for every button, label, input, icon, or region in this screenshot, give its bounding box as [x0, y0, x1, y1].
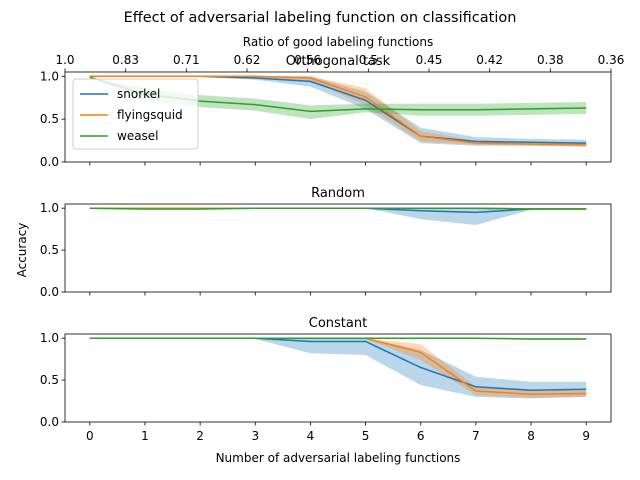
subplot-title: Random: [311, 186, 365, 201]
figure-title: Effect of adversarial labeling function …: [124, 10, 517, 26]
y-tick-label: 0.5: [40, 243, 59, 257]
top-tick-label: 0.62: [234, 53, 261, 67]
confidence-band: [89, 77, 587, 120]
x-tick-label: 5: [362, 429, 370, 443]
top-tick-label: 0.45: [416, 53, 443, 67]
legend-label: snorkel: [117, 87, 160, 101]
confidence-band: [89, 338, 587, 399]
x-tick-label: 3: [251, 429, 259, 443]
x-tick-label: 0: [86, 429, 94, 443]
x-tick-label: 6: [417, 429, 425, 443]
x-tick-label: 1: [141, 429, 149, 443]
y-tick-label: 1.0: [40, 69, 59, 83]
x-axis-label: Number of adversarial labeling functions: [216, 451, 461, 465]
subplot-title: Constant: [309, 316, 367, 331]
series-line: [89, 207, 587, 210]
plot-frame: [64, 333, 612, 423]
y-tick-label: 1.0: [40, 331, 59, 345]
top-tick-label: 1.0: [55, 53, 74, 67]
top-tick-label: 0.5: [359, 53, 378, 67]
top-tick-label: 0.42: [476, 53, 503, 67]
y-tick-label: 1.0: [40, 201, 59, 215]
plot-frame: [64, 203, 612, 293]
y-tick-label: 0.0: [40, 415, 59, 429]
x-tick-label: 9: [582, 429, 590, 443]
y-tick-label: 0.0: [40, 285, 59, 299]
series-line: [89, 75, 587, 146]
y-tick-label: 0.5: [40, 373, 59, 387]
subplots: Orthogonal task 0.0 0.5 1.0 1.0 0.83 0.71 0.62 0…: [40, 53, 624, 443]
top-tick-label: 0.36: [598, 53, 625, 67]
confidence-band: [89, 338, 587, 398]
subplot: Orthogonal task 0.0 0.5 1.0 1.0 0.83 0.71 0.62 0…: [40, 53, 624, 169]
y-axis-label: Accuracy: [15, 223, 29, 278]
legend: snorkel flyingsquid weasel: [72, 78, 199, 150]
top-tick-label: 0.71: [173, 53, 200, 67]
x-tick-label: 2: [196, 429, 204, 443]
x-tick-label: 4: [307, 429, 315, 443]
subplot-title: Orthogonal task: [286, 54, 391, 69]
top-tick-label: 0.56: [294, 53, 321, 67]
subplot: Random 0.0 0.5 1.0: [40, 186, 612, 299]
top-tick-label: 0.38: [537, 53, 564, 67]
x-tick-label: 8: [527, 429, 535, 443]
subplot: Constant 0.0 0.5 1.0 0 1 2 3 4 5 6 7 8 9: [40, 316, 612, 443]
series-line: [89, 337, 587, 340]
legend-box: [72, 78, 199, 150]
x-tick-label: 7: [472, 429, 480, 443]
legend-label: weasel: [117, 129, 159, 143]
top-tick-label: 0.83: [112, 53, 139, 67]
legend-label: flyingsquid: [117, 108, 183, 122]
top-axis-label: Ratio of good labeling functions: [243, 35, 433, 49]
y-tick-label: 0.0: [40, 155, 59, 169]
plot-frame: [64, 71, 612, 163]
y-tick-label: 0.5: [40, 112, 59, 126]
